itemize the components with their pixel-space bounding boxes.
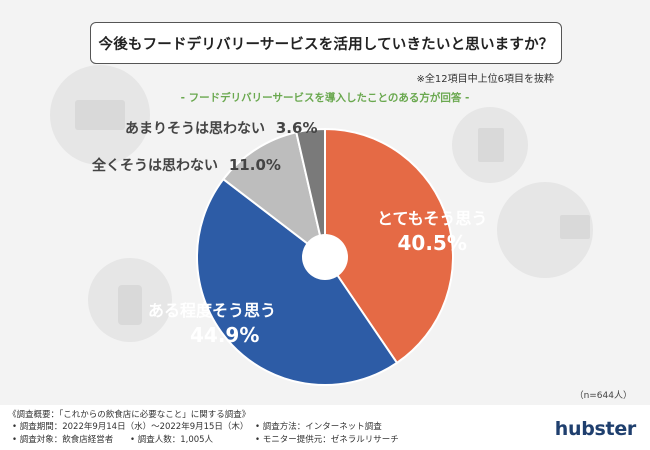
subtitle-text: - フードデリバリーサービスを導入したことのある方が回答 -: [180, 92, 470, 104]
slice-mattaku: [221, 131, 327, 260]
slice-label-mattaku: 全くそうは思わない 11.0%: [92, 155, 281, 175]
survey-provider: • モニター提供元：ゼネラルリサーチ: [255, 435, 399, 445]
sample-size: （n=644人）: [574, 391, 632, 401]
footer: 《調査概要：「これからの飲食店に必要なこと」に関する調査》 • 調査期間：202…: [0, 405, 650, 450]
slice-value-mattaku: 11.0%: [228, 156, 281, 174]
chart-card: 今後もフードデリバリーサービスを活用していきたいと思いますか？ ※全12項目中上…: [0, 0, 650, 405]
survey-target: • 調査対象：飲食店経営者: [12, 435, 114, 445]
phone-icon: [118, 285, 142, 325]
background-illustrations: [50, 65, 593, 342]
slice-name-mattaku: 全くそうは思わない: [92, 158, 218, 174]
slice-value-aruteido: 44.9%: [190, 323, 260, 347]
slice-label-aruteido: ある程度そう思う 44.9%: [148, 297, 276, 347]
slice-name-totemo: とてもそう思う: [377, 209, 488, 228]
survey-title: 《調査概要：「これからの飲食店に必要なこと」に関する調査》: [8, 410, 251, 420]
slice-value-totemo: 40.5%: [397, 231, 467, 255]
delivery-icon-bg: [497, 182, 593, 278]
survey-method: • 調査方法：インターネット調査: [255, 422, 382, 432]
package-icon: [560, 215, 590, 239]
hubster-logo: hubster: [554, 418, 637, 440]
slice-name-amari: あまりそうは思わない: [125, 121, 265, 137]
slice-label-amari: あまりそうは思わない 3.6%: [125, 118, 317, 138]
slice-label-totemo: とてもそう思う 40.5%: [377, 205, 487, 255]
slice-value-amari: 3.6%: [275, 119, 318, 137]
slice-name-aruteido: ある程度そう思う: [148, 301, 277, 320]
slice-amari: [295, 127, 326, 258]
slice-aruteido: [196, 177, 399, 386]
pie-chart: [196, 127, 454, 386]
slice-totemo: [324, 127, 454, 365]
survey-period: • 調査期間：2022年9月14日（水）〜2022年9月15日（木）: [12, 422, 249, 432]
donut-hole: [302, 234, 348, 280]
survey-count: • 調査人数：1,005人: [130, 435, 214, 445]
question-text: 今後もフードデリバリーサービスを活用していきたいと思いますか？: [98, 36, 554, 53]
question-box: 今後もフードデリバリーサービスを活用していきたいと思いますか？: [90, 22, 562, 64]
store-icon: [75, 100, 125, 130]
takeout-bag-icon: [478, 128, 504, 162]
note-text: ※全12項目中上位6項目を抜粋: [416, 74, 554, 85]
